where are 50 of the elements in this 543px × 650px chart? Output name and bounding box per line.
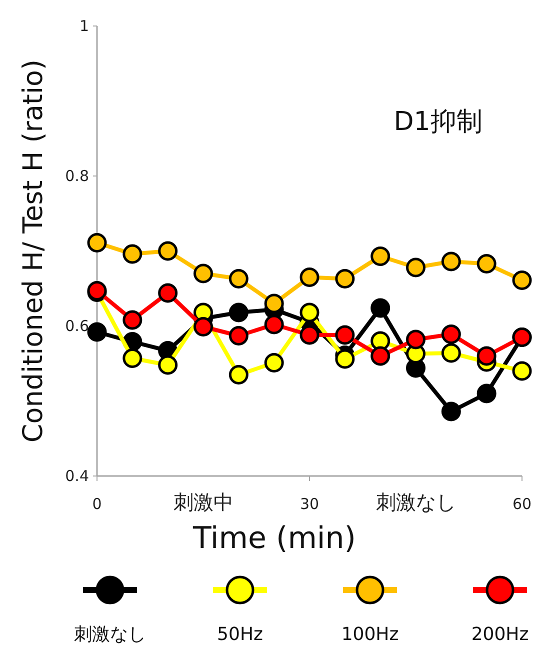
point: [228, 302, 248, 322]
point: [370, 346, 390, 366]
point: [194, 317, 213, 336]
point: [228, 365, 248, 384]
point: [87, 233, 107, 252]
point: [300, 302, 320, 322]
point: [441, 402, 461, 422]
legend-label: 100Hz: [341, 624, 399, 645]
point: [264, 353, 284, 372]
x-tick-label: 30: [300, 495, 320, 513]
point: [122, 310, 142, 330]
point: [406, 330, 426, 350]
text: D1抑制: [394, 107, 482, 137]
point: [87, 322, 107, 342]
point: [441, 252, 461, 272]
point: [158, 355, 178, 375]
y-tick-label: 1: [79, 17, 89, 35]
legend-label: 200Hz: [471, 624, 529, 645]
legend-label: 刺激なし: [74, 624, 146, 645]
x-axis-title: Time (min): [192, 521, 356, 556]
point: [476, 384, 496, 404]
point: [370, 246, 390, 266]
y-tick-label: 0.8: [65, 167, 89, 185]
point: [228, 326, 248, 346]
point: [512, 361, 532, 381]
x-tick-label: 刺激中: [173, 490, 234, 514]
point: [158, 241, 178, 261]
point: [335, 325, 355, 345]
point: [335, 269, 355, 288]
y-tick-label: 0.6: [65, 317, 89, 335]
point: [370, 298, 390, 318]
point: [512, 270, 532, 290]
point: [441, 324, 461, 344]
point: [122, 348, 142, 368]
point: [300, 268, 320, 287]
x-tick-label: 0: [92, 495, 102, 513]
y-tick-label: 0.4: [65, 467, 89, 485]
point: [406, 258, 426, 278]
point: [122, 244, 142, 264]
point: [476, 346, 496, 366]
legend-label: 50Hz: [217, 624, 263, 645]
point: [194, 264, 213, 284]
point: [228, 269, 248, 288]
x-tick-label: 60: [512, 495, 532, 513]
point: [441, 343, 461, 363]
point: [158, 283, 178, 303]
x-tick-label: 刺激なし: [376, 490, 456, 514]
y-axis-title: Conditioned H/ Test H (ratio): [18, 59, 49, 443]
point: [335, 349, 355, 369]
point: [476, 254, 496, 274]
